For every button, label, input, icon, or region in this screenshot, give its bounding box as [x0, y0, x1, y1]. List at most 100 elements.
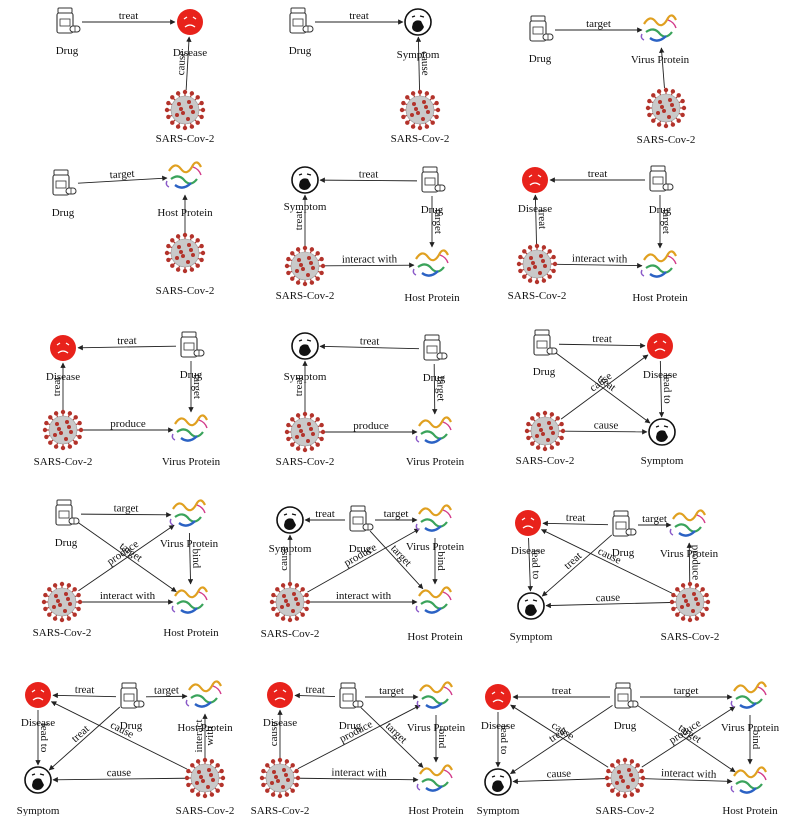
- sick-face-icon: [267, 682, 293, 708]
- coronavirus-icon: [269, 581, 311, 623]
- node-host-protein: Host Protein: [722, 766, 778, 816]
- pill-bottle-icon: [529, 15, 554, 42]
- node-label: SARS-Cov-2: [156, 133, 215, 145]
- edge-label: produce: [353, 420, 389, 432]
- pill-bottle-icon: [52, 169, 77, 196]
- edge-label: treat: [349, 10, 369, 22]
- edge-label: cause: [107, 767, 132, 779]
- node-host-protein: Host Protein: [163, 586, 219, 639]
- edge-label: lead to: [498, 725, 510, 755]
- coronavirus-icon: [669, 581, 711, 623]
- pill-bottle-icon: [339, 682, 364, 709]
- protein-ribbon-icon: [412, 249, 449, 277]
- edge-virus-symptom: [52, 777, 186, 783]
- node-drug: Drug: [421, 166, 446, 216]
- protein-ribbon-icon: [416, 764, 453, 792]
- diagram-d1: treat cause Drug Disease SARS-Cov-2: [56, 7, 215, 145]
- node-label: Drug: [529, 53, 552, 65]
- edge-virus-disease: [185, 36, 192, 91]
- node-label: Disease: [511, 545, 545, 557]
- edge-label: interact with: [100, 590, 156, 602]
- node-label: Symptom: [269, 543, 312, 555]
- node-host-protein: Host Protein: [407, 586, 463, 643]
- node-label: Host Protein: [404, 292, 460, 304]
- node-virus: SARS-Cov-2: [176, 757, 234, 816]
- edge-virus-disease: [50, 701, 188, 770]
- node-label: Drug: [289, 45, 312, 57]
- protein-ribbon-icon: [640, 250, 677, 278]
- edge-label: interact with: [342, 253, 398, 265]
- pill-bottle-icon: [423, 334, 448, 361]
- node-label: SARS-Cov-2: [661, 631, 720, 643]
- pill-bottle-icon: [180, 331, 205, 358]
- coughing-face-icon: [24, 766, 52, 794]
- node-drug: Drug: [612, 510, 637, 559]
- edge-label: treat: [119, 10, 139, 22]
- edge-label: treat: [305, 684, 325, 697]
- diagram-d7: treat target treat produce Disease Drug SARS-C…: [34, 331, 221, 468]
- node-label: Drug: [533, 366, 556, 378]
- edge-label: target: [114, 502, 139, 514]
- edge-label: target: [191, 374, 203, 399]
- edge-label: interact with: [336, 590, 392, 602]
- coronavirus-icon: [164, 232, 206, 274]
- edge-label: treat: [293, 211, 305, 231]
- pill-bottle-icon: [55, 499, 80, 526]
- node-virus-protein: Virus Protein: [406, 504, 465, 553]
- coughing-face-icon: [648, 418, 676, 446]
- node-virus: SARS-Cov-2: [261, 581, 320, 640]
- edge-drug-hp: [77, 175, 168, 184]
- node-host-protein: Host Protein: [408, 764, 464, 816]
- node-label: Symptom: [17, 805, 60, 816]
- edge-label: treat: [592, 333, 612, 345]
- edge-virus-symptom: [512, 778, 606, 785]
- edge-label: lead to: [38, 723, 50, 753]
- edge-virus-vp: [686, 542, 692, 583]
- edge-drug-symptom: [319, 343, 420, 350]
- pill-bottle-icon: [614, 682, 639, 709]
- edge-label: produce: [110, 418, 146, 430]
- node-label: Drug: [614, 720, 637, 732]
- coughing-face-icon: [484, 768, 512, 796]
- node-virus: SARS-Cov-2: [156, 89, 215, 145]
- node-label: SARS-Cov-2: [508, 290, 567, 302]
- node-label: Drug: [649, 204, 672, 216]
- coughing-face-icon: [276, 506, 304, 534]
- coronavirus-icon: [604, 757, 646, 799]
- edge-label: target: [109, 168, 134, 181]
- edge-label: treat: [360, 335, 380, 347]
- node-virus: SARS-Cov-2: [34, 409, 93, 468]
- node-virus: SARS-Cov-2: [508, 243, 567, 302]
- node-label: Symptom: [477, 805, 520, 816]
- node-symptom: Symptom: [641, 418, 684, 467]
- edge-vp-hp: [187, 532, 194, 585]
- node-label: SARS-Cov-2: [391, 133, 450, 145]
- node-label: SARS-Cov-2: [34, 456, 93, 468]
- node-virus-protein: Virus Protein: [407, 681, 466, 734]
- node-symptom: Symptom: [269, 506, 312, 555]
- edge-label: bind: [190, 548, 202, 568]
- protein-ribbon-icon: [185, 680, 222, 708]
- edge-label: treat: [293, 377, 305, 397]
- node-symptom: Symptom: [284, 166, 327, 213]
- node-label: SARS-Cov-2: [276, 456, 335, 468]
- coronavirus-icon: [259, 757, 301, 799]
- node-label: SARS-Cov-2: [261, 628, 320, 640]
- sick-face-icon: [515, 510, 541, 536]
- node-label: Symptom: [397, 49, 440, 61]
- node-label: Host Protein: [408, 805, 464, 816]
- edge-disease-symptom: [527, 537, 533, 592]
- edge-label: bind: [436, 729, 448, 749]
- protein-ribbon-icon: [640, 14, 677, 42]
- node-label: Virus Protein: [162, 456, 221, 468]
- protein-ribbon-icon: [165, 161, 202, 189]
- edge-label: cause: [419, 51, 432, 76]
- node-label: Drug: [612, 547, 635, 559]
- edge-drug-hp: [369, 530, 424, 590]
- node-virus-protein: Virus Protein: [660, 509, 719, 560]
- coronavirus-icon: [516, 243, 558, 285]
- diagram-d8: treat target treat produce Symptom Drug SARS-C…: [276, 332, 465, 468]
- node-disease: Disease: [643, 333, 677, 381]
